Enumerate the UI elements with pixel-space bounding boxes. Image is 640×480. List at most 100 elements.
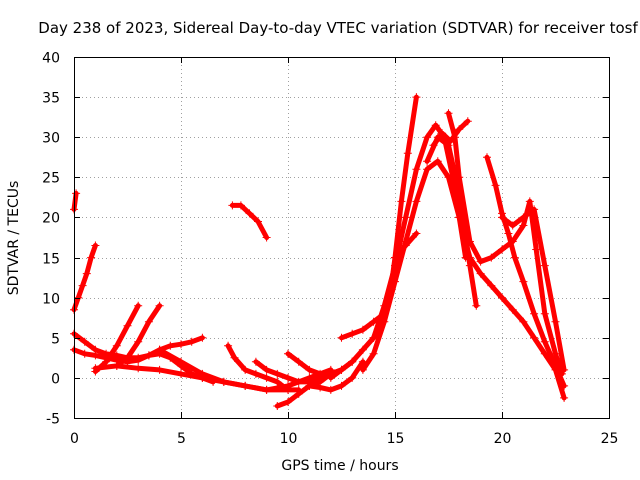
x-tick-label: 20 [494, 431, 512, 447]
data-point [487, 253, 496, 262]
data-point [273, 402, 282, 410]
series-trace [446, 110, 565, 377]
data-point [112, 351, 121, 360]
data-point [144, 317, 153, 326]
data-point [412, 229, 421, 238]
data-point [177, 357, 185, 366]
data-point [530, 333, 539, 342]
data-point [134, 337, 143, 346]
data-point [284, 398, 292, 406]
data-point [491, 181, 500, 190]
data-point [433, 157, 442, 166]
data-point [262, 385, 271, 394]
data-point [476, 269, 485, 278]
data-point [134, 364, 143, 373]
data-point [358, 325, 367, 334]
data-point [525, 197, 534, 206]
data-point [530, 205, 539, 214]
chart-title: Day 238 of 2023, Sidereal Day-to-day VTE… [38, 19, 638, 37]
data-point [532, 245, 541, 254]
y-tick-label: -5 [46, 412, 60, 428]
data-point [102, 357, 111, 366]
data-point [391, 253, 399, 262]
data-point [560, 393, 569, 402]
series-trace [71, 331, 216, 385]
data-point [91, 241, 100, 250]
y-tick-label: 0 [51, 372, 60, 388]
data-point [487, 281, 496, 290]
data-point [510, 253, 519, 262]
x-axis-tick-labels: 0 5 10 15 20 25 [70, 431, 618, 447]
data-point [431, 121, 440, 130]
data-point [551, 361, 560, 370]
data-point [78, 281, 87, 290]
data-point [465, 261, 474, 270]
series-trace [225, 343, 302, 393]
series-s10 [224, 341, 303, 394]
data-point [284, 385, 292, 394]
x-tick-label: 25 [601, 431, 619, 447]
data-point [498, 293, 506, 302]
series-trace [71, 243, 98, 313]
data-point [450, 133, 459, 142]
data-point [273, 377, 282, 386]
data-point [348, 357, 357, 366]
y-tick-label: 5 [51, 332, 60, 348]
data-point [224, 341, 233, 350]
data-point [540, 337, 549, 346]
data-point [403, 149, 412, 158]
data-point [305, 381, 314, 390]
x-tick-label: 0 [70, 431, 79, 447]
data-point [134, 353, 143, 362]
data-point [112, 361, 121, 370]
data-point [144, 351, 153, 360]
data-point [519, 317, 528, 326]
series-s21 [429, 117, 472, 150]
y-tick-label: 20 [42, 211, 60, 227]
data-point [74, 293, 83, 302]
data-point [412, 197, 421, 206]
y-axis-title: SDTVAR / TECUs [6, 181, 22, 296]
data-point [337, 365, 346, 374]
series-s23 [483, 153, 569, 390]
y-axis-tick-labels: -5 0 5 10 15 20 25 30 35 40 [42, 51, 60, 428]
y-tick-label: 15 [42, 252, 60, 268]
y-tick-label: 35 [42, 91, 60, 107]
data-point [358, 365, 367, 374]
data-point [423, 157, 432, 166]
x-tick-label: 5 [177, 431, 186, 447]
data-point [155, 301, 164, 310]
data-point [476, 257, 485, 266]
data-point [326, 385, 335, 394]
data-point [262, 365, 271, 374]
data-point [337, 381, 346, 390]
data-point [551, 317, 560, 326]
y-tick-label: 30 [42, 131, 60, 147]
data-point [412, 93, 421, 102]
data-point [472, 301, 481, 310]
data-point [530, 309, 539, 318]
data-point [508, 305, 517, 314]
data-point [337, 333, 346, 342]
data-point [463, 117, 472, 126]
data-point [87, 253, 96, 262]
series-s24 [498, 205, 569, 374]
x-tick-label: 10 [280, 431, 298, 447]
data-point [369, 349, 378, 358]
data-point [429, 141, 438, 150]
plot-frame [74, 57, 610, 419]
data-point [401, 213, 410, 222]
x-tick-label: 15 [387, 431, 405, 447]
data-point [483, 153, 491, 162]
data-point [123, 353, 132, 362]
data-point [519, 277, 528, 286]
data-point [465, 237, 474, 246]
data-point [166, 341, 175, 350]
data-point [219, 377, 228, 386]
data-point [305, 365, 314, 374]
data-point [519, 213, 528, 222]
data-point [262, 373, 271, 382]
data-point [348, 373, 357, 382]
series-s14 [305, 357, 367, 394]
data-point [560, 381, 569, 390]
